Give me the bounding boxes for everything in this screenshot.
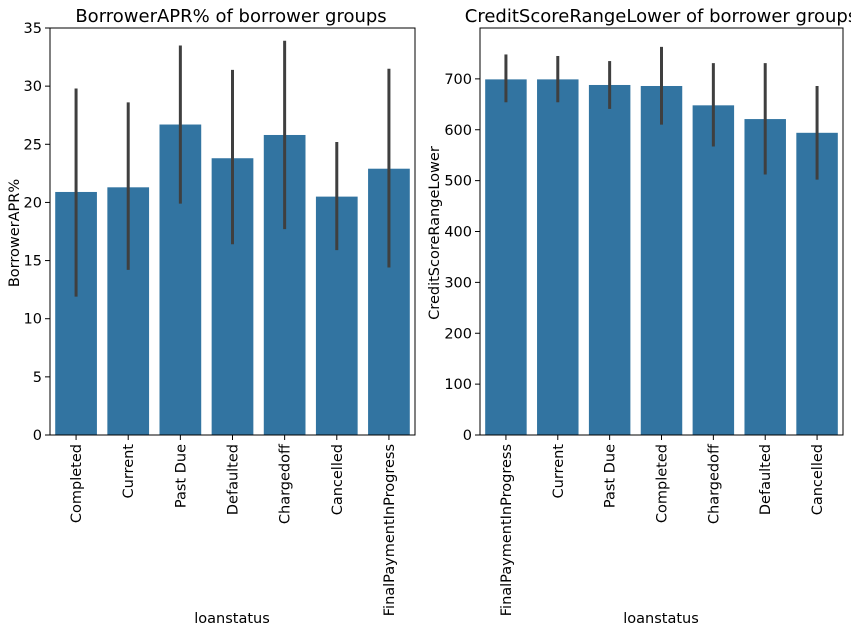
chart-left: BorrowerAPR% of borrower groups loanstat… (7, 6, 416, 627)
y-tick-label: 600 (444, 123, 472, 139)
bar (692, 105, 735, 435)
bar (485, 79, 527, 435)
y-tick-label: 300 (444, 275, 472, 291)
chart-right: CreditScoreRangeLower of borrower groups… (427, 6, 851, 627)
bar (537, 79, 579, 435)
plot-area: 0 100 200 300 400 500 600 700 FinalPaymentInProg… (444, 27, 844, 616)
x-axis-label: loanstatus (194, 611, 270, 627)
y-tick-label: 35 (24, 21, 42, 37)
y-tick-label: 700 (444, 72, 472, 88)
plot-area: 0 5 10 15 20 25 30 35 Completed Current Past Due De… (24, 21, 416, 616)
y-axis-label: BorrowerAPR% (7, 179, 23, 287)
x-tick-label: Current (121, 444, 137, 499)
bar (796, 132, 838, 436)
x-tick-label: Past Due (173, 444, 189, 508)
chart-title: CreditScoreRangeLower of borrower groups (465, 6, 851, 27)
x-tick-label: Past Due (603, 444, 619, 508)
chart-title: BorrowerAPR% of borrower groups (75, 6, 386, 27)
x-tick-label: Defaulted (758, 444, 774, 515)
y-tick-label: 5 (33, 370, 42, 386)
x-tick-label: Cancelled (810, 444, 826, 515)
x-tick-label: Completed (69, 444, 85, 523)
x-tick-label: Defaulted (226, 444, 242, 515)
bar (640, 85, 683, 435)
y-tick-label: 10 (24, 312, 42, 328)
x-tick-label: Completed (655, 444, 671, 523)
bar (588, 84, 631, 435)
y-tick-label: 20 (24, 195, 42, 211)
y-axis-label: CreditScoreRangeLower (427, 146, 443, 320)
y-tick-label: 200 (444, 326, 472, 342)
x-tick-label: Chargedoff (278, 443, 294, 524)
x-tick-label: Current (551, 444, 567, 499)
y-tick-label: 400 (444, 225, 472, 241)
x-tick-label: FinalPaymentInProgress (499, 444, 515, 616)
y-tick-label: 15 (24, 254, 42, 270)
y-tick-label: 500 (444, 174, 472, 190)
x-tick-label: FinalPaymentInProgress (382, 444, 398, 616)
y-tick-label: 0 (33, 428, 42, 444)
y-tick-label: 25 (24, 137, 42, 153)
x-tick-label: Chargedoff (706, 443, 722, 524)
y-tick-label: 100 (444, 377, 472, 393)
x-tick-label: Cancelled (330, 444, 346, 515)
y-tick-label: 0 (463, 428, 472, 444)
y-tick-label: 30 (24, 79, 42, 95)
x-axis-label: loanstatus (623, 611, 699, 627)
